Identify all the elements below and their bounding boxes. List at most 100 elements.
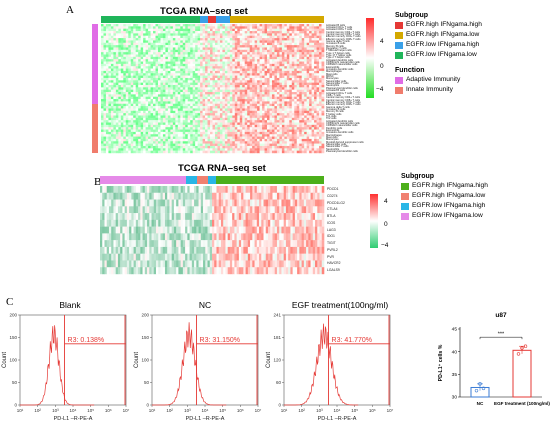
panel-b-row-label: PVR: [327, 254, 334, 259]
panel-a-colorbar-mid: 0: [380, 63, 384, 70]
flow-ytick-label: 60: [276, 380, 282, 385]
panel-a-row-label: Activated B cells: [326, 89, 346, 93]
panel-a-row-label: Effector memory CD4+ T cells: [326, 35, 361, 39]
legend-label: EGFR.low IFNgama.high: [406, 41, 480, 48]
panel-a-row-label: Plasmacytoid dendritic cells: [326, 86, 358, 90]
panel-a-row-label: T helper cells: [326, 112, 342, 116]
panel-b-row-label: TIGIT: [327, 241, 336, 246]
flow-xtick-label: 10⁴: [202, 408, 209, 413]
panel-b-colorbar-mid: 0: [384, 221, 388, 228]
bar-ytick-label: 45: [452, 327, 458, 333]
legend-swatch: [395, 42, 403, 49]
flow-gate-label: R3: 0.138%: [68, 337, 105, 344]
panel-a-row-label: Eosinophils: [326, 65, 340, 69]
panel-b-colorbar-high: 4: [384, 198, 388, 205]
panel-b-subgroup-segment: [100, 176, 186, 184]
panel-b-row-label: LGALS9: [327, 268, 340, 273]
panel-a-row-label: Natural killer cells: [326, 79, 347, 83]
panel-a-row-label: Immature B cells: [326, 107, 346, 111]
flow-ylabel: Count: [266, 352, 272, 368]
legend-swatch: [395, 77, 403, 84]
panel-a-row-label: Myeloid derived suppressor cells: [326, 140, 364, 144]
flow-plot-blank: 0 50 100 150 200 10¹ 10² 10³ 10⁴ 10⁵ 10⁶ 10⁷ PD-L1 –…: [2, 313, 130, 423]
panel-b-row-label: PVRL2: [327, 247, 338, 252]
flow-ytick-label: 0: [278, 403, 281, 408]
panel-a-row-label: Type 1 T helper cells: [326, 51, 350, 55]
panel-a-row-label: Type 2 T helper cells: [326, 56, 350, 60]
flow-xtick-label: 10⁶: [369, 408, 376, 413]
panel-b-subgroup-title: Subgroup: [401, 173, 435, 180]
panel-a-row-label: Effector memory CD8+ T cells: [326, 37, 361, 41]
legend-label: EGFR.high IFNgama.high: [406, 21, 482, 28]
panel-a-row-label: Central memory CD4+ T cells: [326, 96, 360, 100]
flow-cytometry-plots: 0 50 100 150 200 10¹ 10² 10³ 10⁴ 10⁵ 10⁶ 10⁷ PD-L1 –…: [2, 313, 394, 423]
legend-swatch: [401, 183, 409, 190]
bar-ytick-label: 40: [452, 349, 458, 355]
flow-axes-frame: [19, 314, 127, 406]
flow-xtick-label: 10⁶: [237, 408, 244, 413]
panel-a-row-label: CD56dim natural killer cells: [326, 124, 358, 128]
panel-a-colorbar-high: 4: [380, 38, 384, 45]
flow-xtick-label: 10⁷: [123, 408, 130, 413]
panel-a-row-label: Type 17 T helper cells: [326, 53, 352, 57]
panel-b-row-label: BTLA: [327, 214, 336, 219]
bar-data-point: [481, 386, 486, 391]
panel-b-row-label: PDCD1: [327, 187, 339, 191]
panel-b-title: TCGA RNA–seq set: [178, 163, 266, 174]
panel-a-row-label: Neutrophils: [326, 84, 340, 88]
legend-swatch: [401, 213, 409, 220]
panel-a-function-innate: [92, 104, 98, 153]
flow-histogram-curve: [284, 323, 359, 406]
panel-a-letter: A: [66, 4, 74, 16]
panel-a-subgroup-segment: [200, 16, 208, 23]
panel-a-subgroup-segment: [101, 16, 200, 23]
panel-a-row-label: Dendritic cells: [326, 126, 343, 130]
panel-a-row-label: Plasmacytoid dendritic cells: [326, 150, 358, 154]
flow-ytick-label: 200: [9, 313, 17, 318]
flow-xlabel: PD-L1 –R-PE-A: [186, 416, 225, 422]
panel-a-function-adaptive: [92, 24, 98, 104]
flow-xtick-label: 10⁶: [105, 408, 112, 413]
flow-ylabel: Count: [134, 352, 140, 368]
panel-a-row-label: Monocytes: [326, 138, 339, 142]
panel-a-row-label: Mast cells: [326, 136, 338, 140]
legend-swatch: [401, 203, 409, 210]
bar-category-label: NC: [477, 401, 484, 406]
panel-a-title: TCGA RNA–seq set: [160, 6, 248, 17]
flow-ytick-label: 150: [9, 335, 17, 340]
bar-data-point: [474, 388, 479, 393]
bar-data-point: [520, 346, 524, 350]
panel-a-row-label: MDSC: [326, 75, 334, 79]
panel-a-row-label: Mast cells: [326, 72, 338, 76]
panel-a-subgroup-segment: [208, 16, 216, 23]
panel-a-row-label: Activated CD8+ T cells: [326, 28, 353, 32]
bar-category-label: EGF treatment (100ng/ml): [494, 401, 550, 406]
flow-xtick-label: 10¹: [149, 408, 156, 413]
bar-ylabel: PD-L1⁺ cells %: [438, 344, 444, 381]
flow-xlabel: PD-L1 –R-PE-A: [318, 416, 357, 422]
flow-axes-frame: [151, 314, 259, 406]
legend-label: EGFR.high IFNgama.low: [406, 31, 480, 38]
panel-a-function-title: Function: [395, 67, 425, 74]
panel-a-row-label: CD56dim natural killer cells: [326, 63, 358, 67]
flow-ytick-label: 0: [146, 403, 149, 408]
legend-swatch: [395, 52, 403, 59]
panel-b-colorbar-low: −4: [381, 242, 389, 249]
u87-bar-chart: u87 30 35 40 45 PD-L1⁺ cells % NC EGF treatment…: [438, 312, 550, 406]
flow-xtick-label: 10¹: [281, 408, 288, 413]
panel-b-subgroup-segment: [216, 176, 324, 184]
legend-label: EGFR.high IFNgama.high: [412, 182, 488, 189]
flow-ylabel: Count: [2, 352, 8, 368]
panel-a-row-label: Neutrophils: [326, 147, 340, 151]
flow-plot-egf: 0 60 120 181 241 10¹ 10² 10³ 10⁴ 10⁵ 10⁶ 10⁷ PD-L1 –…: [266, 313, 394, 423]
panel-a-row-label: Natural killer T cells: [326, 82, 349, 86]
panel-a-row-label: Central memory CD8+ T cells: [326, 98, 360, 102]
bar-data-point: [523, 344, 528, 348]
panel-c-letter: C: [6, 296, 14, 308]
flow-blank-title: Blank: [59, 300, 81, 310]
flow-xtick-label: 10²: [166, 408, 173, 413]
panel-b-letter: B: [94, 176, 102, 188]
bar-ytick-label: 35: [452, 372, 458, 378]
legend-label: Innate Immunity: [406, 86, 453, 93]
flow-xtick-label: 10²: [298, 408, 305, 413]
